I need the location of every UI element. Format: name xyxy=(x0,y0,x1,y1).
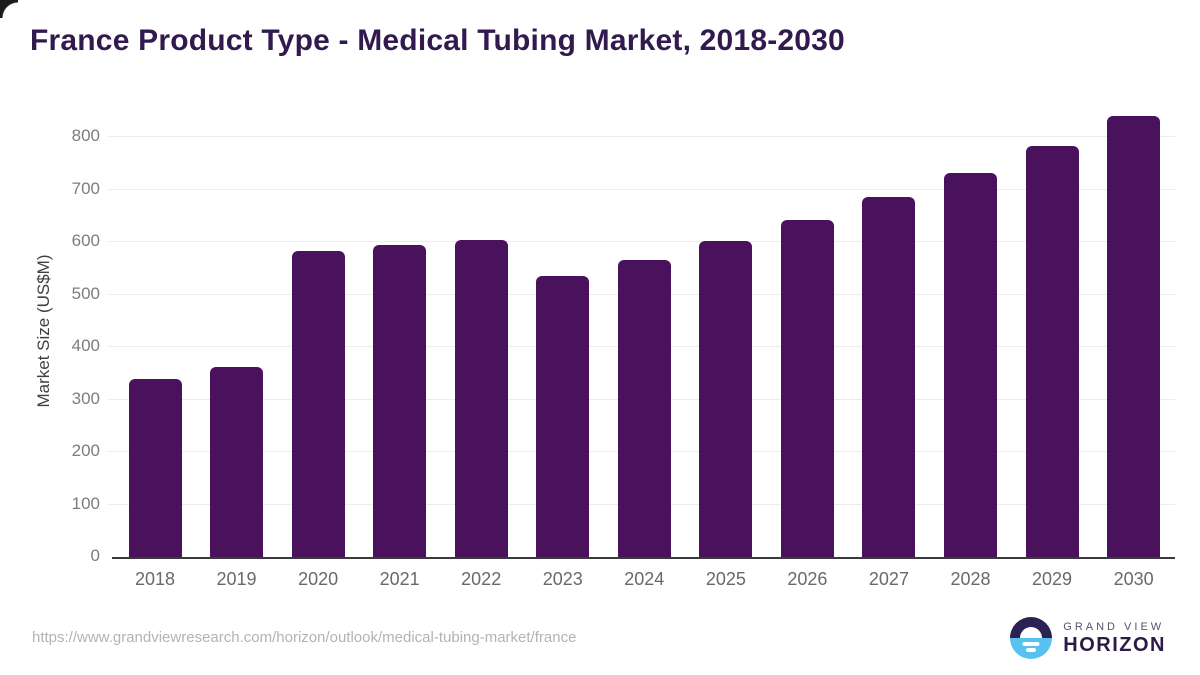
x-tick-label-2029: 2029 xyxy=(1032,569,1073,589)
chart-title: France Product Type - Medical Tubing Mar… xyxy=(30,24,845,57)
gridline-600 xyxy=(108,241,1175,242)
grand-view-horizon-logo: GRAND VIEW HORIZON xyxy=(1010,615,1166,661)
gridline-700 xyxy=(108,188,1175,190)
bar-2022 xyxy=(454,239,508,557)
bar-2019 xyxy=(210,366,264,557)
x-tick-label-2030: 2030 xyxy=(1113,569,1154,589)
x-tick-label-2018: 2018 xyxy=(134,569,176,589)
x-tick-label-2019: 2019 xyxy=(216,569,257,589)
bar-2029 xyxy=(1025,146,1079,557)
bar-2030 xyxy=(1107,116,1161,557)
y-tick-label-700: 700 xyxy=(71,178,100,198)
logo-text: GRAND VIEW HORIZON xyxy=(1063,620,1166,656)
bar-2028 xyxy=(944,173,997,557)
y-tick-label-100: 100 xyxy=(71,493,100,513)
bar-2020 xyxy=(291,251,345,557)
y-tick-label-800: 800 xyxy=(71,126,100,145)
bar-2026 xyxy=(780,220,834,557)
x-tick-label-2020: 2020 xyxy=(298,569,339,589)
x-tick-label-2028: 2028 xyxy=(950,569,991,589)
x-tick-label-2024: 2024 xyxy=(624,569,665,589)
plot-area: 0 100 200 300 400 500 600 700 800 2018 2019 2020 202… xyxy=(72,105,1175,589)
y-tick-label-600: 600 xyxy=(71,231,100,250)
x-tick-label-2021: 2021 xyxy=(379,569,420,589)
bar-2027 xyxy=(862,197,916,557)
gridline-800 xyxy=(108,136,1175,137)
bar-2021 xyxy=(373,244,427,557)
horizon-line-shape xyxy=(1022,642,1040,646)
bar-2025 xyxy=(699,240,753,557)
logo-product-name: HORIZON xyxy=(1063,634,1166,656)
y-tick-label-200: 200 xyxy=(71,441,100,460)
x-tick-label-2025: 2025 xyxy=(705,569,746,589)
corner-artifact xyxy=(0,0,18,18)
y-tick-label-0: 0 xyxy=(90,546,100,565)
y-tick-label-400: 400 xyxy=(71,336,100,355)
bar-2018 xyxy=(128,379,182,557)
y-tick-label-300: 300 xyxy=(71,388,100,408)
horizon-sunrise-icon xyxy=(1010,617,1053,659)
source-url: https://www.grandviewresearch.com/horizo… xyxy=(32,629,577,646)
x-tick-label-2023: 2023 xyxy=(542,569,583,589)
y-axis-title: Market Size (US$M) xyxy=(34,254,53,408)
logo-brand-name: GRAND VIEW xyxy=(1063,621,1165,633)
x-tick-label-2026: 2026 xyxy=(787,569,828,589)
horizon-line-shape xyxy=(1026,648,1037,652)
bar-2024 xyxy=(617,259,671,557)
x-tick-label-2027: 2027 xyxy=(868,569,909,589)
x-tick-label-2022: 2022 xyxy=(461,569,502,589)
sunrise-arch-shape xyxy=(1020,627,1043,638)
bar-2023 xyxy=(536,275,590,557)
y-tick-label-500: 500 xyxy=(71,283,100,303)
